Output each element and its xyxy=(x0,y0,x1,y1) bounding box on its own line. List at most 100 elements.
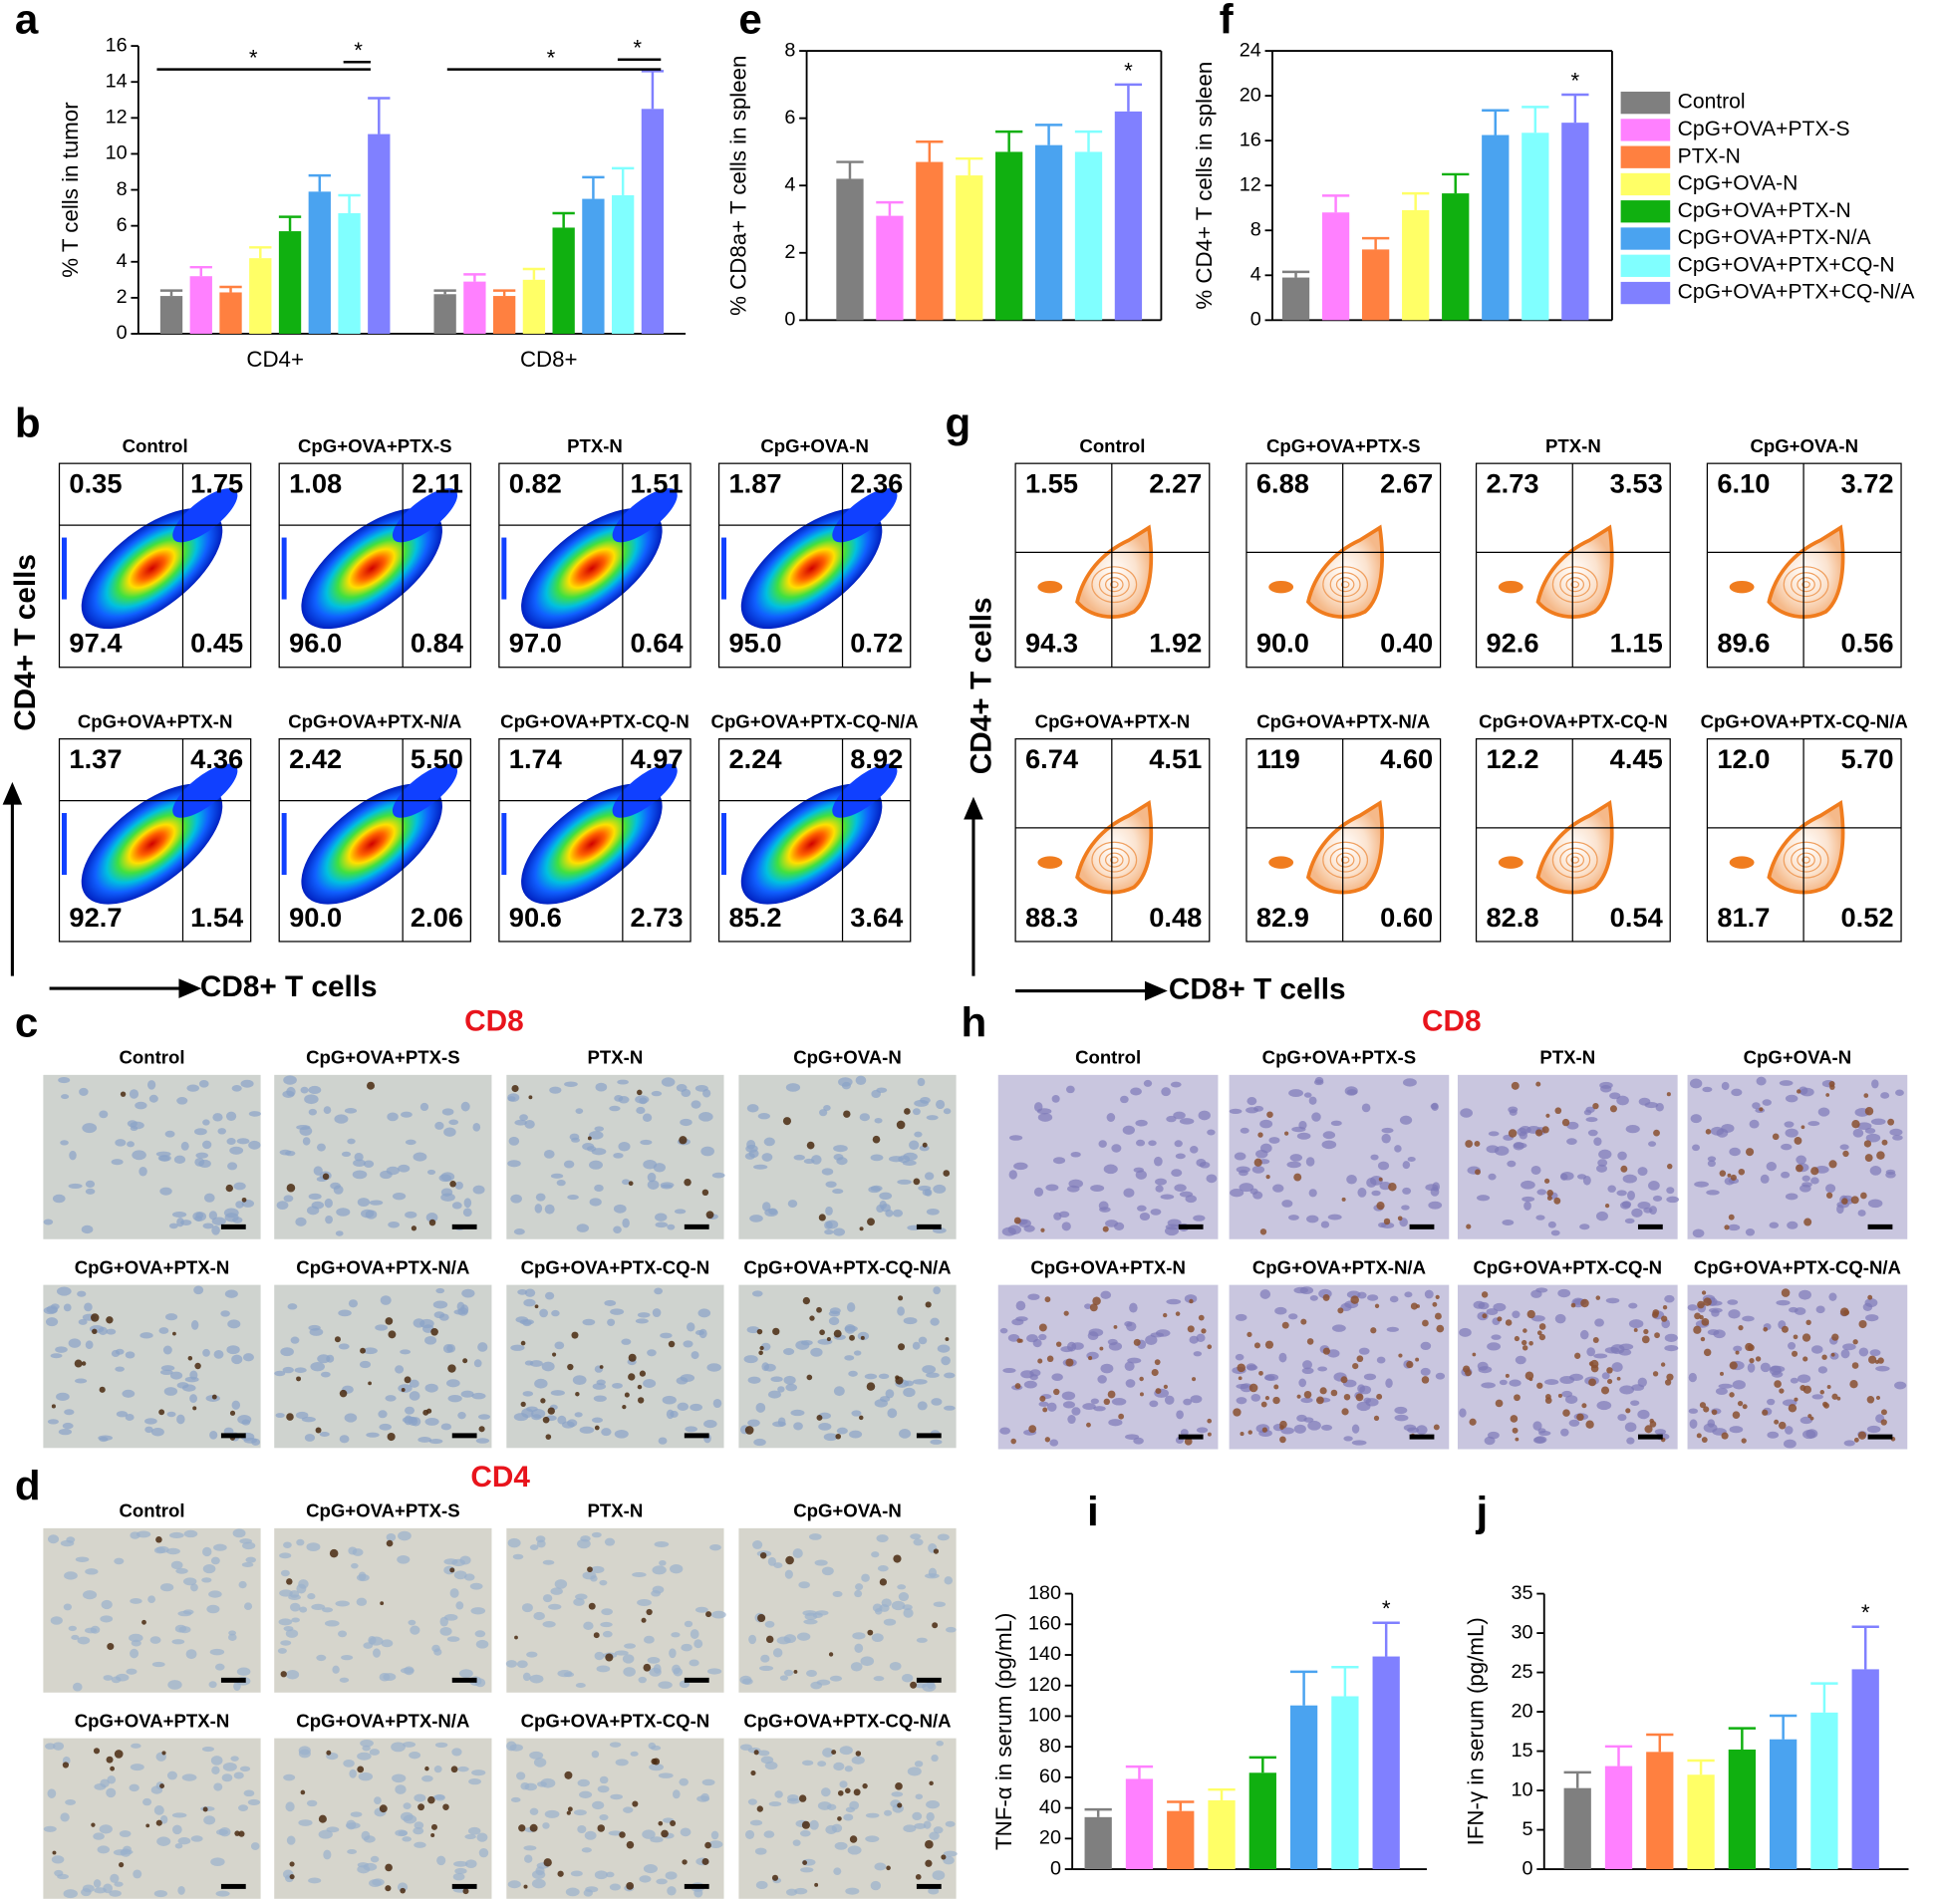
nucleus xyxy=(577,1778,590,1787)
flow-plot xyxy=(1245,462,1442,669)
nucleus xyxy=(1164,1395,1175,1405)
nucleus xyxy=(164,1130,175,1138)
positive-cell xyxy=(872,1135,881,1144)
nucleus xyxy=(944,1405,956,1411)
positive-cell xyxy=(913,1178,921,1186)
nucleus xyxy=(691,1100,701,1109)
nucleus xyxy=(215,1890,230,1897)
positive-cell xyxy=(809,1315,815,1321)
positive-cell xyxy=(1352,1362,1359,1370)
nucleus xyxy=(1731,1088,1743,1097)
nucleus xyxy=(363,1160,375,1168)
nucleus xyxy=(860,1656,875,1667)
nucleus xyxy=(643,1635,655,1644)
positive-cell xyxy=(1705,1129,1712,1135)
nucleus xyxy=(452,1872,465,1881)
nucleus xyxy=(1885,1169,1896,1176)
positive-cell xyxy=(447,1364,456,1373)
legend-swatch xyxy=(1620,145,1671,168)
nucleus xyxy=(1760,1174,1770,1184)
nucleus xyxy=(916,1637,928,1643)
nucleus xyxy=(879,1192,893,1201)
positive-cell xyxy=(1781,1325,1789,1333)
nucleus xyxy=(1783,1439,1797,1449)
positive-cell xyxy=(806,1374,813,1381)
nucleus xyxy=(1100,1363,1114,1374)
nucleus xyxy=(448,1119,459,1126)
positive-cell xyxy=(1107,1390,1116,1399)
nucleus xyxy=(85,1568,99,1575)
nucleus xyxy=(689,1659,699,1667)
nucleus xyxy=(1430,1187,1440,1197)
nucleus xyxy=(1692,1144,1701,1152)
nucleus xyxy=(351,1562,359,1569)
nucleus xyxy=(1856,1122,1872,1130)
nucleus xyxy=(768,1801,782,1807)
nucleus xyxy=(556,1179,566,1187)
nucleus xyxy=(1560,1171,1574,1181)
nucleus xyxy=(425,1213,438,1223)
nucleus xyxy=(428,1439,443,1445)
nucleus xyxy=(1509,1109,1518,1116)
nucleus xyxy=(1585,1106,1595,1113)
nucleus xyxy=(610,1793,624,1800)
positive-cell xyxy=(1175,1311,1181,1316)
nucleus xyxy=(391,1742,406,1753)
nucleus xyxy=(609,1105,621,1112)
positive-cell xyxy=(1700,1336,1706,1342)
nucleus xyxy=(1300,1397,1313,1404)
nucleus xyxy=(946,1626,957,1633)
positive-cell xyxy=(1701,1318,1710,1326)
nucleus xyxy=(1363,1373,1377,1381)
positive-cell xyxy=(1383,1218,1391,1225)
nucleus xyxy=(808,1533,822,1540)
nucleus xyxy=(282,1366,294,1374)
nucleus xyxy=(1797,1374,1811,1384)
nucleus xyxy=(460,1390,474,1398)
nucleus xyxy=(304,1094,319,1105)
positive-cell xyxy=(619,1831,626,1838)
nucleus xyxy=(535,1535,546,1543)
positive-cell xyxy=(1038,1323,1047,1332)
nucleus xyxy=(443,1127,456,1137)
positive-cell xyxy=(1877,1357,1884,1364)
nucleus xyxy=(132,1150,146,1161)
nucleus xyxy=(236,1667,251,1676)
positive-cell xyxy=(886,1865,891,1871)
positive-cell xyxy=(1261,1427,1268,1433)
positive-cell xyxy=(802,1296,811,1305)
nucleus xyxy=(318,1829,333,1839)
nucleus xyxy=(1785,1193,1799,1201)
nucleus xyxy=(937,1344,951,1353)
nucleus xyxy=(912,1341,921,1350)
nucleus xyxy=(1171,1169,1183,1178)
positive-cell xyxy=(1528,1341,1533,1346)
nucleus xyxy=(1770,1365,1786,1373)
nucleus xyxy=(763,1830,775,1838)
y-axis-label: % CD4+ T cells in spleen xyxy=(1192,62,1217,310)
image-title: Control xyxy=(119,1047,184,1068)
positive-cell xyxy=(385,1317,394,1325)
positive-cell xyxy=(1039,1395,1046,1402)
positive-cell xyxy=(202,1806,208,1812)
nucleus xyxy=(453,1860,468,1867)
positive-cell xyxy=(106,1756,114,1764)
nucleus xyxy=(1311,1112,1321,1122)
nucleus xyxy=(47,1788,57,1798)
quadrant-value: 0.52 xyxy=(1841,902,1894,933)
nucleus xyxy=(209,1431,218,1440)
nucleus xyxy=(220,1310,230,1317)
bar xyxy=(1402,209,1430,321)
y-tick-label: 20 xyxy=(1039,1827,1061,1849)
nucleus xyxy=(1689,1419,1698,1429)
nucleus xyxy=(1749,1119,1760,1129)
nucleus xyxy=(395,1784,407,1794)
nucleus xyxy=(613,1204,627,1214)
bar-group xyxy=(1125,1765,1154,1870)
positive-cell xyxy=(567,1363,574,1371)
nucleus xyxy=(1307,1420,1321,1431)
nucleus xyxy=(914,1131,923,1138)
nucleus xyxy=(461,1288,475,1298)
bar-group xyxy=(1331,1666,1359,1870)
nucleus xyxy=(1313,1079,1324,1086)
